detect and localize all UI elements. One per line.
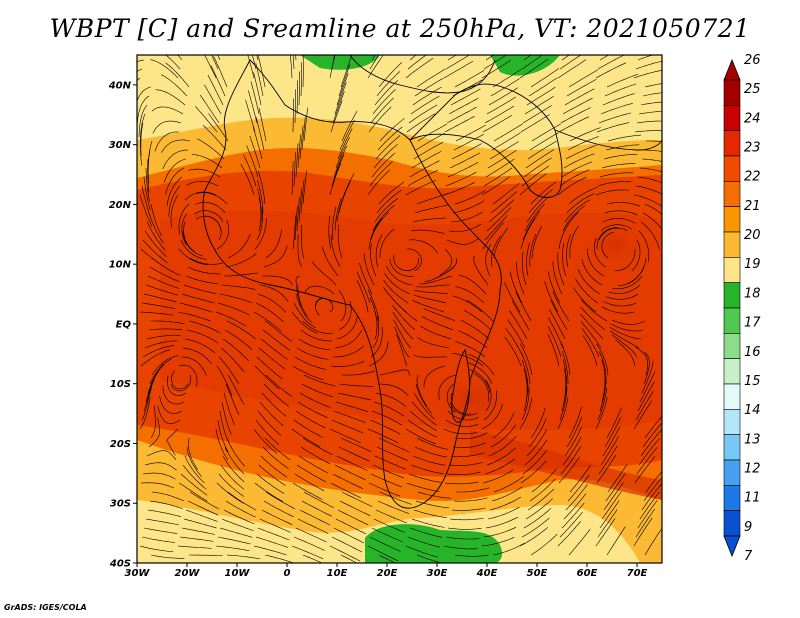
colorbar-label: 20 xyxy=(744,228,761,243)
colorbar: 26 25 24 23 22 21 20 19 18 17 16 15 14 13 12 11 9 7 xyxy=(723,53,761,564)
colorbar-label: 14 xyxy=(744,403,761,418)
lon-label: 40E xyxy=(476,568,498,579)
colorbar-bottom-arrow xyxy=(723,535,741,558)
colorbar-segment xyxy=(723,257,741,283)
map-frame xyxy=(136,54,663,564)
colorbar-segment xyxy=(723,333,741,359)
colorbar-label: 22 xyxy=(744,170,761,185)
chart-title: WBPT [C] and Sreamline at 250hPa, VT: 20… xyxy=(49,14,751,43)
colorbar-segment xyxy=(723,383,741,410)
colorbar-segment xyxy=(723,155,741,182)
colorbar-label: 19 xyxy=(744,257,761,272)
lon-label: 50E xyxy=(527,568,548,579)
credit-label: GrADS: IGES/COLA xyxy=(4,603,87,612)
colorbar-segment xyxy=(723,130,741,157)
colorbar-segment xyxy=(723,282,741,309)
lon-label: 10W xyxy=(225,568,251,579)
colorbar-label: 16 xyxy=(744,345,761,360)
streamlines xyxy=(137,55,662,563)
colorbar-segment xyxy=(723,231,741,258)
colorbar-segment xyxy=(723,409,741,435)
colorbar-segment xyxy=(723,459,741,486)
colorbar-label: 7 xyxy=(744,549,753,564)
latitude-labels: 40N 30N 20N 10N EQ 10S 20S 30S 40S xyxy=(108,80,137,570)
colorbar-label: 24 xyxy=(744,111,761,126)
colorbar-segment xyxy=(723,307,741,334)
lon-label: 10E xyxy=(327,568,348,579)
colorbar-segment xyxy=(723,358,741,385)
colorbar-label: 13 xyxy=(744,432,761,447)
colorbar-top-arrow xyxy=(723,58,741,81)
lat-label: 40S xyxy=(109,559,131,570)
lon-label: 20E xyxy=(377,568,398,579)
colorbar-label: 17 xyxy=(744,316,761,331)
lat-label: EQ xyxy=(116,319,132,330)
colorbar-segment xyxy=(723,485,741,511)
lon-label: 70E xyxy=(627,568,648,579)
lat-label: 10N xyxy=(109,260,132,271)
streamline-paths xyxy=(137,55,662,563)
colorbar-segment xyxy=(723,510,741,537)
colorbar-label: 12 xyxy=(744,461,761,476)
lon-label: 20W xyxy=(175,568,201,579)
colorbar-segment xyxy=(723,105,741,131)
lon-label: 30W xyxy=(125,568,151,579)
colorbar-label: 23 xyxy=(744,141,761,156)
colorbar-segment xyxy=(723,181,741,207)
lat-label: 20S xyxy=(110,439,131,450)
colorbar-label: 26 xyxy=(744,53,761,68)
temperature-field xyxy=(137,55,662,563)
lat-label: 40N xyxy=(108,80,132,91)
colorbar-segment xyxy=(723,79,741,106)
lon-label: 30E xyxy=(427,568,448,579)
lat-label: 30S xyxy=(110,499,131,510)
colorbar-segment xyxy=(723,206,741,233)
lon-label: 60E xyxy=(577,568,598,579)
lon-label: 0 xyxy=(284,568,291,579)
colorbar-label: 15 xyxy=(744,374,761,389)
lat-label: 30N xyxy=(109,140,132,151)
coastlines xyxy=(202,55,662,509)
lat-label: 10S xyxy=(110,379,131,390)
longitude-labels: 30W 20W 10W 0 10E 20E 30E 40E 50E 60E 70E xyxy=(125,563,648,579)
colorbar-label: 18 xyxy=(744,286,761,301)
colorbar-segment xyxy=(723,434,741,461)
lat-label: 20N xyxy=(109,200,132,211)
colorbar-label: 9 xyxy=(744,520,752,535)
colorbar-label: 21 xyxy=(744,199,761,214)
colorbar-label: 11 xyxy=(744,491,761,506)
colorbar-label: 25 xyxy=(744,82,761,97)
